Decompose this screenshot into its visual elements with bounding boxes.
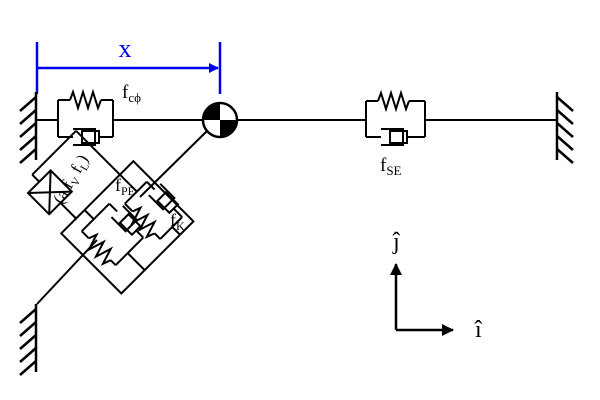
svg-text:fSE: fSE xyxy=(380,155,402,178)
active-element-label: (a fV fL) xyxy=(49,151,95,208)
center-of-mass-icon xyxy=(201,101,239,139)
unit-vectors xyxy=(390,263,454,336)
right-ground xyxy=(555,92,574,164)
f-c-phi-label: fcϕ xyxy=(122,82,141,105)
muscle-assembly xyxy=(26,130,195,295)
f-c-phi-base: f xyxy=(122,82,129,103)
i-hat-label: î xyxy=(474,317,483,343)
f-se-label: fSE xyxy=(380,155,402,178)
x-label: x xyxy=(119,34,132,63)
left-ground xyxy=(19,92,38,164)
f-c-phi-sub: cϕ xyxy=(128,90,141,105)
left-spring-damper xyxy=(36,88,206,146)
svg-text:fPE: fPE xyxy=(115,175,135,198)
bottom-left-ground xyxy=(19,304,38,376)
f-pe-label: fPE xyxy=(115,175,135,198)
dimension-x: x xyxy=(35,34,222,94)
svg-text:(a fV fL): (a fV fL) xyxy=(49,151,95,208)
f-se-sub: SE xyxy=(386,163,401,178)
j-hat-label: ĵ xyxy=(392,229,401,255)
f-k-label: fK xyxy=(170,210,185,233)
svg-text:fcϕ: fcϕ xyxy=(122,82,141,105)
right-spring-damper xyxy=(236,89,556,146)
f-se-base: f xyxy=(380,155,387,176)
svg-text:fK: fK xyxy=(170,210,185,233)
